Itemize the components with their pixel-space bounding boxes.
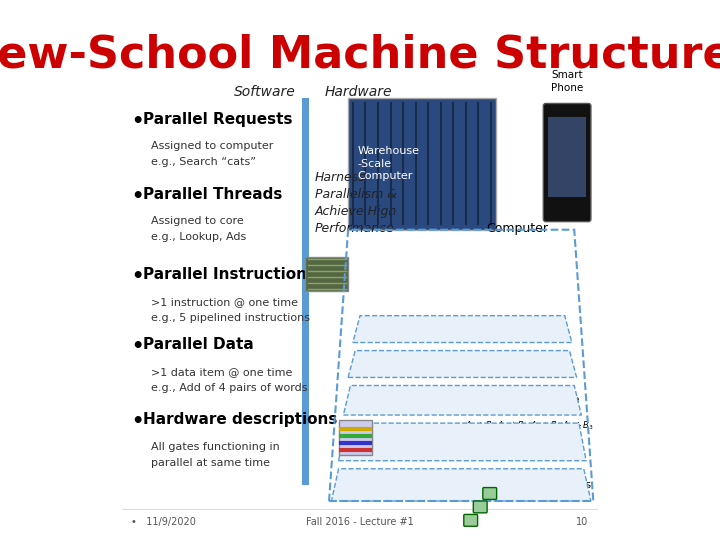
Polygon shape bbox=[331, 469, 591, 501]
Text: 10: 10 bbox=[576, 517, 588, 528]
Text: •: • bbox=[132, 267, 144, 286]
FancyBboxPatch shape bbox=[544, 104, 591, 221]
Text: Harness
Parallelism &
Achieve High
Performance: Harness Parallelism & Achieve High Perfo… bbox=[315, 171, 397, 234]
FancyBboxPatch shape bbox=[305, 256, 348, 292]
Text: >1 data item @ one time: >1 data item @ one time bbox=[150, 367, 292, 377]
Text: Core            ...             Core: Core ... Core bbox=[392, 324, 542, 334]
Text: New-School Machine Structures: New-School Machine Structures bbox=[0, 33, 720, 77]
Text: parallel at same time: parallel at same time bbox=[150, 458, 269, 468]
Text: Warehouse
-Scale
Computer: Warehouse -Scale Computer bbox=[358, 146, 420, 181]
FancyBboxPatch shape bbox=[548, 117, 586, 198]
Text: Parallel Instructions: Parallel Instructions bbox=[143, 267, 316, 282]
Text: Instruction Unit(s)         Functional
                                       Un: Instruction Unit(s) Functional Un bbox=[379, 431, 556, 453]
Text: Parallel Threads: Parallel Threads bbox=[143, 187, 283, 202]
Text: e.g., 5 pipelined instructions: e.g., 5 pipelined instructions bbox=[150, 313, 310, 323]
Text: Smart
Phone: Smart Phone bbox=[551, 70, 583, 93]
Text: Input/Output                              Core: Input/Output Core bbox=[354, 395, 580, 406]
Polygon shape bbox=[338, 423, 586, 461]
FancyBboxPatch shape bbox=[338, 421, 372, 455]
Text: >1 instruction @ one time: >1 instruction @ one time bbox=[150, 297, 297, 307]
Text: All gates functioning in: All gates functioning in bbox=[150, 442, 279, 452]
FancyBboxPatch shape bbox=[348, 98, 495, 230]
FancyBboxPatch shape bbox=[473, 501, 487, 513]
Text: Hardware: Hardware bbox=[324, 85, 392, 99]
Text: Software: Software bbox=[234, 85, 296, 99]
Polygon shape bbox=[353, 316, 572, 342]
Text: Parallel Data: Parallel Data bbox=[143, 337, 254, 352]
FancyBboxPatch shape bbox=[464, 515, 477, 526]
Text: e.g., Lookup, Ads: e.g., Lookup, Ads bbox=[150, 232, 246, 242]
Text: •: • bbox=[132, 187, 144, 206]
FancyBboxPatch shape bbox=[302, 98, 309, 485]
Text: Parallel Requests: Parallel Requests bbox=[143, 112, 293, 126]
Polygon shape bbox=[348, 350, 577, 377]
Text: Memory                          (Cache): Memory (Cache) bbox=[377, 359, 557, 369]
Text: Main Memory: Main Memory bbox=[426, 478, 506, 491]
Text: •: • bbox=[132, 413, 144, 431]
Text: Assigned to computer: Assigned to computer bbox=[150, 141, 273, 151]
Text: $A_0+B_0\ A_1+B_1\ A_2+B_2\ A_3+B_3$: $A_0+B_0\ A_1+B_1\ A_2+B_2\ A_3+B_3$ bbox=[464, 420, 593, 432]
FancyBboxPatch shape bbox=[483, 488, 497, 500]
Text: e.g., Add of 4 pairs of words: e.g., Add of 4 pairs of words bbox=[150, 383, 307, 393]
Text: •: • bbox=[132, 337, 144, 356]
Text: e.g., Search “cats”: e.g., Search “cats” bbox=[150, 157, 256, 167]
Text: Fall 2016 - Lecture #1: Fall 2016 - Lecture #1 bbox=[306, 517, 414, 528]
Polygon shape bbox=[343, 386, 581, 415]
Text: •: • bbox=[132, 112, 144, 131]
Text: Computer: Computer bbox=[486, 222, 548, 235]
Text: Logic Gates: Logic Gates bbox=[530, 480, 591, 490]
Text: Hardware descriptions: Hardware descriptions bbox=[143, 413, 338, 427]
Text: Assigned to core: Assigned to core bbox=[150, 217, 243, 226]
Text: •   11/9/2020: • 11/9/2020 bbox=[132, 517, 197, 528]
